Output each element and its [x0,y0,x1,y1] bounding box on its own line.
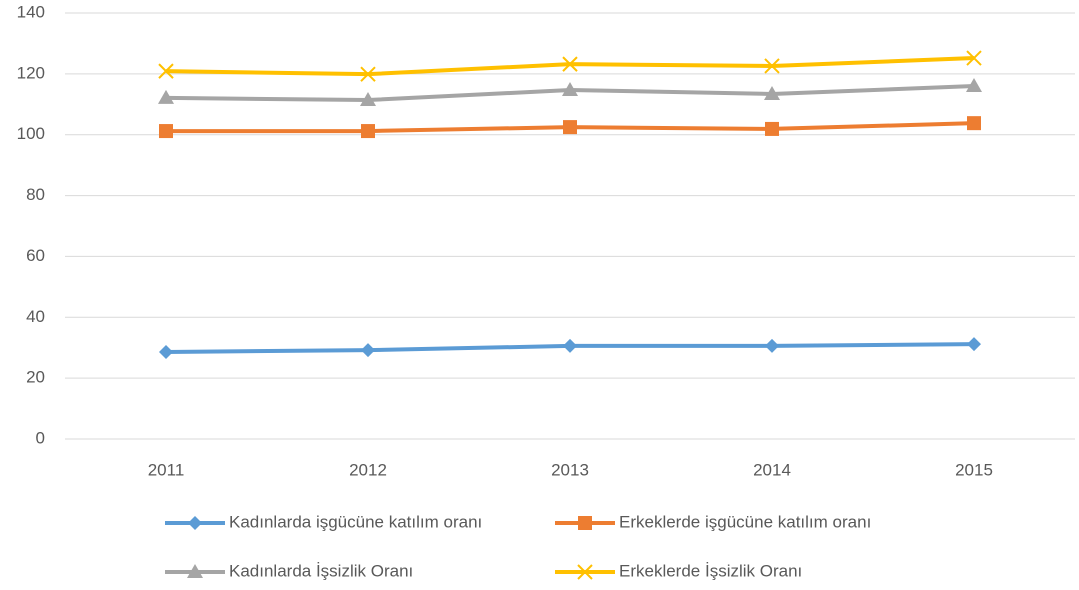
data-point [361,124,375,139]
legend-marker [187,564,203,578]
data-point [966,78,982,93]
legend-label: Erkeklerde işgücüne katılım oranı [619,512,871,531]
data-point [562,56,578,72]
series-line [165,56,975,77]
x-tick-label: 2012 [349,460,387,479]
legend-label: Kadınlarda işgücüne katılım oranı [229,512,482,531]
y-tick-label: 60 [26,246,45,265]
legend-marker [577,564,593,580]
data-point [967,337,981,352]
data-point [966,50,982,66]
data-point [158,89,174,104]
x-tick-label: 2014 [753,460,791,479]
y-tick-label: 80 [26,185,45,204]
data-point [159,124,173,139]
legend-label: Kadınlarda İşsizlik Oranı [229,561,413,580]
data-point [765,121,779,136]
legend-label: Erkeklerde İşsizlik Oranı [619,561,802,580]
legend-marker [188,516,202,530]
data-point [563,120,577,135]
data-point [360,92,376,107]
data-point [765,338,779,353]
data-point [361,343,375,358]
data-point [764,85,780,100]
data-point [562,81,578,96]
y-tick-label: 140 [17,2,45,21]
y-tick-label: 20 [26,368,45,387]
y-tick-label: 100 [17,124,45,143]
y-tick-label: 40 [26,307,45,326]
data-point [360,66,376,82]
y-tick-label: 120 [17,63,45,82]
data-point [764,58,780,74]
x-tick-label: 2015 [955,460,993,479]
data-point [563,338,577,353]
legend-marker [578,516,592,530]
x-tick-label: 2011 [148,460,185,479]
data-point [159,344,173,359]
data-point [967,116,981,131]
data-point [158,63,174,79]
x-tick-label: 2013 [551,460,589,479]
y-tick-label: 0 [36,428,45,447]
